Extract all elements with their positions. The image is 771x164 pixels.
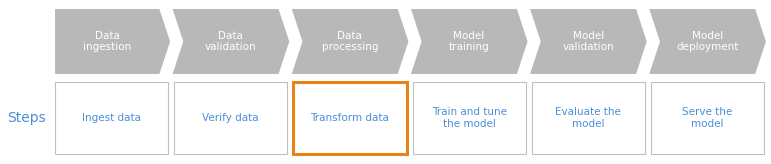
Polygon shape (648, 8, 767, 75)
FancyBboxPatch shape (412, 82, 526, 154)
FancyBboxPatch shape (651, 82, 764, 154)
Text: Data
processing: Data processing (322, 31, 378, 52)
Polygon shape (54, 8, 171, 75)
FancyBboxPatch shape (174, 82, 288, 154)
Text: Data
validation: Data validation (205, 31, 257, 52)
Text: Ingest data: Ingest data (82, 113, 141, 123)
Text: Model
deployment: Model deployment (676, 31, 739, 52)
Text: Transform data: Transform data (311, 113, 389, 123)
Text: Model
training: Model training (449, 31, 490, 52)
Polygon shape (409, 8, 529, 75)
Text: Data
ingestion: Data ingestion (83, 31, 131, 52)
FancyBboxPatch shape (293, 82, 406, 154)
Polygon shape (291, 8, 409, 75)
FancyBboxPatch shape (55, 82, 168, 154)
Text: Verify data: Verify data (203, 113, 259, 123)
Polygon shape (529, 8, 648, 75)
Text: Steps: Steps (7, 111, 45, 125)
Text: Serve the
model: Serve the model (682, 107, 732, 129)
Text: Evaluate the
model: Evaluate the model (555, 107, 621, 129)
Text: Model
validation: Model validation (562, 31, 614, 52)
Text: Train and tune
the model: Train and tune the model (432, 107, 507, 129)
Polygon shape (171, 8, 291, 75)
FancyBboxPatch shape (532, 82, 645, 154)
